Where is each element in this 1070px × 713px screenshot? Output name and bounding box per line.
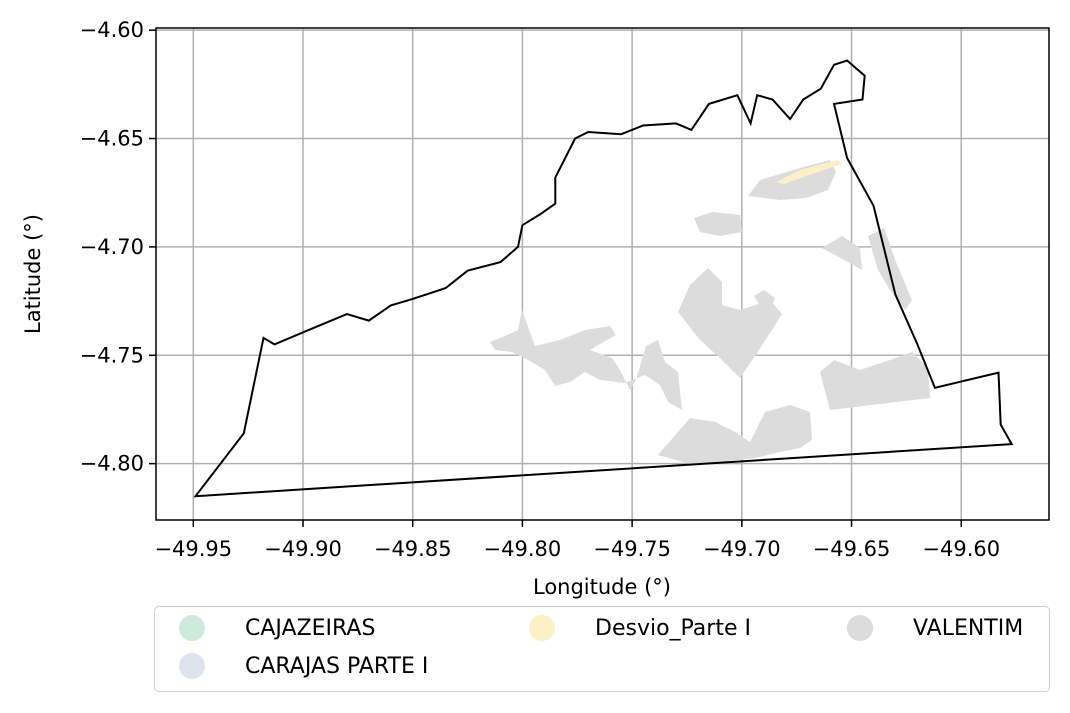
legend-item-valentim: VALENTIM [847, 615, 1023, 641]
x-tick-label: −49.60 [922, 537, 1000, 561]
valentim-parcel [678, 268, 782, 378]
legend-marker-carajas [179, 653, 205, 679]
axes-frame [155, 27, 1050, 521]
valentim-parcel [658, 405, 812, 464]
y-tick-label: −4.80 [80, 452, 144, 476]
x-tick-label: −49.95 [154, 537, 232, 561]
y-axis-ticks: −4.60 −4.65 −4.70 −4.75 −4.80 [80, 18, 156, 476]
y-tick-label: −4.60 [80, 18, 144, 42]
x-axis-label: Longitude (°) [533, 575, 671, 599]
x-tick-label: −49.85 [374, 537, 452, 561]
legend-item-cajazeiras: CAJAZEIRAS [179, 615, 375, 641]
legend-item-carajas-parte-i: CARAJAS PARTE I [179, 653, 428, 679]
boundary-outline [193, 59, 1014, 498]
legend-marker-valentim [847, 615, 873, 641]
plot-area [156, 28, 1049, 520]
y-tick-label: −4.70 [80, 235, 144, 259]
x-tick-label: −49.65 [813, 537, 891, 561]
legend-label: Desvio_Parte I [595, 615, 751, 641]
y-tick-label: −4.75 [80, 343, 144, 367]
valentim-parcel [820, 352, 930, 410]
valentim-parcel [754, 290, 775, 306]
x-axis-ticks: −49.95 −49.90 −49.85 −49.80 −49.75 −49.70 −49.… [154, 520, 1000, 561]
valentim-parcel [490, 310, 682, 410]
x-tick-label: −49.80 [484, 537, 562, 561]
x-tick-label: −49.75 [593, 537, 671, 561]
x-tick-label: −49.70 [703, 537, 781, 561]
legend-marker-desvio [529, 615, 555, 641]
legend-label: CARAJAS PARTE I [245, 653, 429, 679]
legend-label: CAJAZEIRAS [245, 615, 376, 641]
legend-label: VALENTIM [913, 615, 1024, 641]
x-tick-label: −49.90 [264, 537, 342, 561]
region-desvio-parte-i [776, 160, 842, 184]
y-tick-label: −4.65 [80, 127, 144, 151]
valentim-parcel [822, 236, 862, 270]
legend-marker-cajazeiras [179, 615, 205, 641]
legend-item-desvio-parte-i: Desvio_Parte I [529, 615, 751, 641]
gridlines [156, 28, 1049, 520]
y-axis-label: Latitude (°) [21, 214, 45, 334]
legend: CAJAZEIRAS CARAJAS PARTE I Desvio_Parte … [154, 606, 1050, 692]
valentim-parcel [694, 212, 742, 236]
